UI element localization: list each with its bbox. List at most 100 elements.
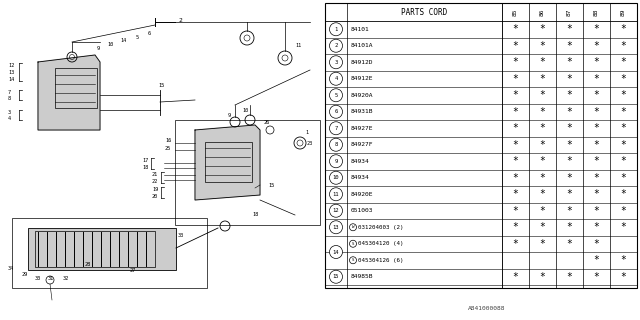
- Text: 16: 16: [165, 138, 172, 142]
- Text: W: W: [352, 225, 355, 229]
- Text: *: *: [621, 24, 627, 34]
- Text: *: *: [513, 222, 518, 232]
- Text: *: *: [566, 140, 572, 150]
- Text: *: *: [540, 140, 545, 150]
- Text: 84101A: 84101A: [351, 43, 374, 48]
- Text: 34: 34: [8, 266, 14, 270]
- Text: 84985B: 84985B: [351, 274, 374, 279]
- Text: *: *: [593, 140, 600, 150]
- Circle shape: [330, 105, 342, 118]
- Text: 12: 12: [333, 208, 339, 213]
- Text: 32: 32: [63, 276, 69, 281]
- Text: 84927E: 84927E: [351, 126, 374, 131]
- Bar: [175, 120, 320, 225]
- Text: 21: 21: [152, 172, 158, 177]
- Text: 9: 9: [334, 159, 338, 164]
- Text: 23: 23: [307, 140, 313, 146]
- Bar: [205, 142, 252, 182]
- Circle shape: [330, 89, 342, 102]
- Text: 19: 19: [152, 187, 158, 191]
- Text: 8: 8: [8, 95, 11, 100]
- Text: 6: 6: [148, 30, 151, 36]
- Text: 11: 11: [333, 192, 339, 197]
- Text: *: *: [513, 90, 518, 100]
- Polygon shape: [38, 55, 100, 130]
- Text: *: *: [566, 24, 572, 34]
- Text: *: *: [621, 57, 627, 67]
- Text: 051003: 051003: [351, 208, 374, 213]
- Circle shape: [330, 171, 342, 184]
- Text: 86: 86: [540, 8, 545, 16]
- Text: *: *: [540, 57, 545, 67]
- Text: 10: 10: [333, 175, 339, 180]
- Text: S: S: [352, 258, 355, 262]
- Text: *: *: [540, 173, 545, 183]
- Text: *: *: [566, 74, 572, 84]
- Text: 25: 25: [165, 146, 172, 150]
- Text: 28: 28: [85, 261, 92, 267]
- Text: 6: 6: [334, 109, 338, 114]
- Text: *: *: [593, 189, 600, 199]
- Text: 031204003 (2): 031204003 (2): [358, 225, 403, 230]
- Text: *: *: [593, 57, 600, 67]
- Text: 84934: 84934: [351, 159, 370, 164]
- Text: *: *: [513, 173, 518, 183]
- Text: *: *: [593, 173, 600, 183]
- Text: *: *: [540, 222, 545, 232]
- Text: 18: 18: [252, 212, 259, 217]
- Text: 3: 3: [334, 60, 338, 65]
- Text: *: *: [621, 123, 627, 133]
- Text: *: *: [621, 74, 627, 84]
- Text: 30: 30: [35, 276, 41, 281]
- Circle shape: [330, 270, 342, 283]
- Text: *: *: [566, 41, 572, 51]
- Text: *: *: [593, 239, 600, 249]
- Text: *: *: [513, 74, 518, 84]
- Text: *: *: [566, 57, 572, 67]
- Circle shape: [330, 155, 342, 168]
- Text: 7: 7: [8, 90, 11, 94]
- Text: *: *: [621, 90, 627, 100]
- Text: 17: 17: [142, 157, 148, 163]
- Text: 3: 3: [8, 109, 11, 115]
- Text: *: *: [540, 239, 545, 249]
- Text: *: *: [621, 140, 627, 150]
- Text: *: *: [621, 255, 627, 265]
- Text: *: *: [513, 206, 518, 216]
- Text: 15: 15: [268, 182, 275, 188]
- Text: 5: 5: [334, 93, 338, 98]
- Text: 18: 18: [142, 164, 148, 170]
- Text: *: *: [566, 239, 572, 249]
- Text: 87: 87: [567, 8, 572, 16]
- Text: *: *: [621, 41, 627, 51]
- Bar: [325, 3, 637, 288]
- Text: *: *: [621, 272, 627, 282]
- Text: 2: 2: [334, 43, 338, 48]
- Text: 12: 12: [8, 62, 14, 68]
- Circle shape: [330, 188, 342, 201]
- Circle shape: [330, 245, 342, 259]
- Text: *: *: [593, 90, 600, 100]
- Text: *: *: [540, 24, 545, 34]
- Text: *: *: [513, 239, 518, 249]
- Text: 5: 5: [136, 35, 139, 39]
- Text: *: *: [621, 173, 627, 183]
- Text: 84931B: 84931B: [351, 109, 374, 114]
- Text: *: *: [621, 156, 627, 166]
- Text: 20: 20: [152, 194, 158, 198]
- Text: *: *: [621, 189, 627, 199]
- Circle shape: [330, 122, 342, 135]
- Text: *: *: [593, 24, 600, 34]
- Text: 22: 22: [152, 179, 158, 183]
- Text: 84934: 84934: [351, 175, 370, 180]
- Text: 29: 29: [22, 273, 28, 277]
- Text: 9: 9: [228, 113, 231, 117]
- Text: *: *: [566, 272, 572, 282]
- Text: *: *: [540, 107, 545, 117]
- Text: 4: 4: [334, 76, 338, 81]
- Text: 14: 14: [333, 250, 339, 254]
- Text: *: *: [593, 272, 600, 282]
- Text: 15: 15: [158, 83, 164, 87]
- Text: 88: 88: [594, 8, 599, 16]
- Text: 84920E: 84920E: [351, 192, 374, 197]
